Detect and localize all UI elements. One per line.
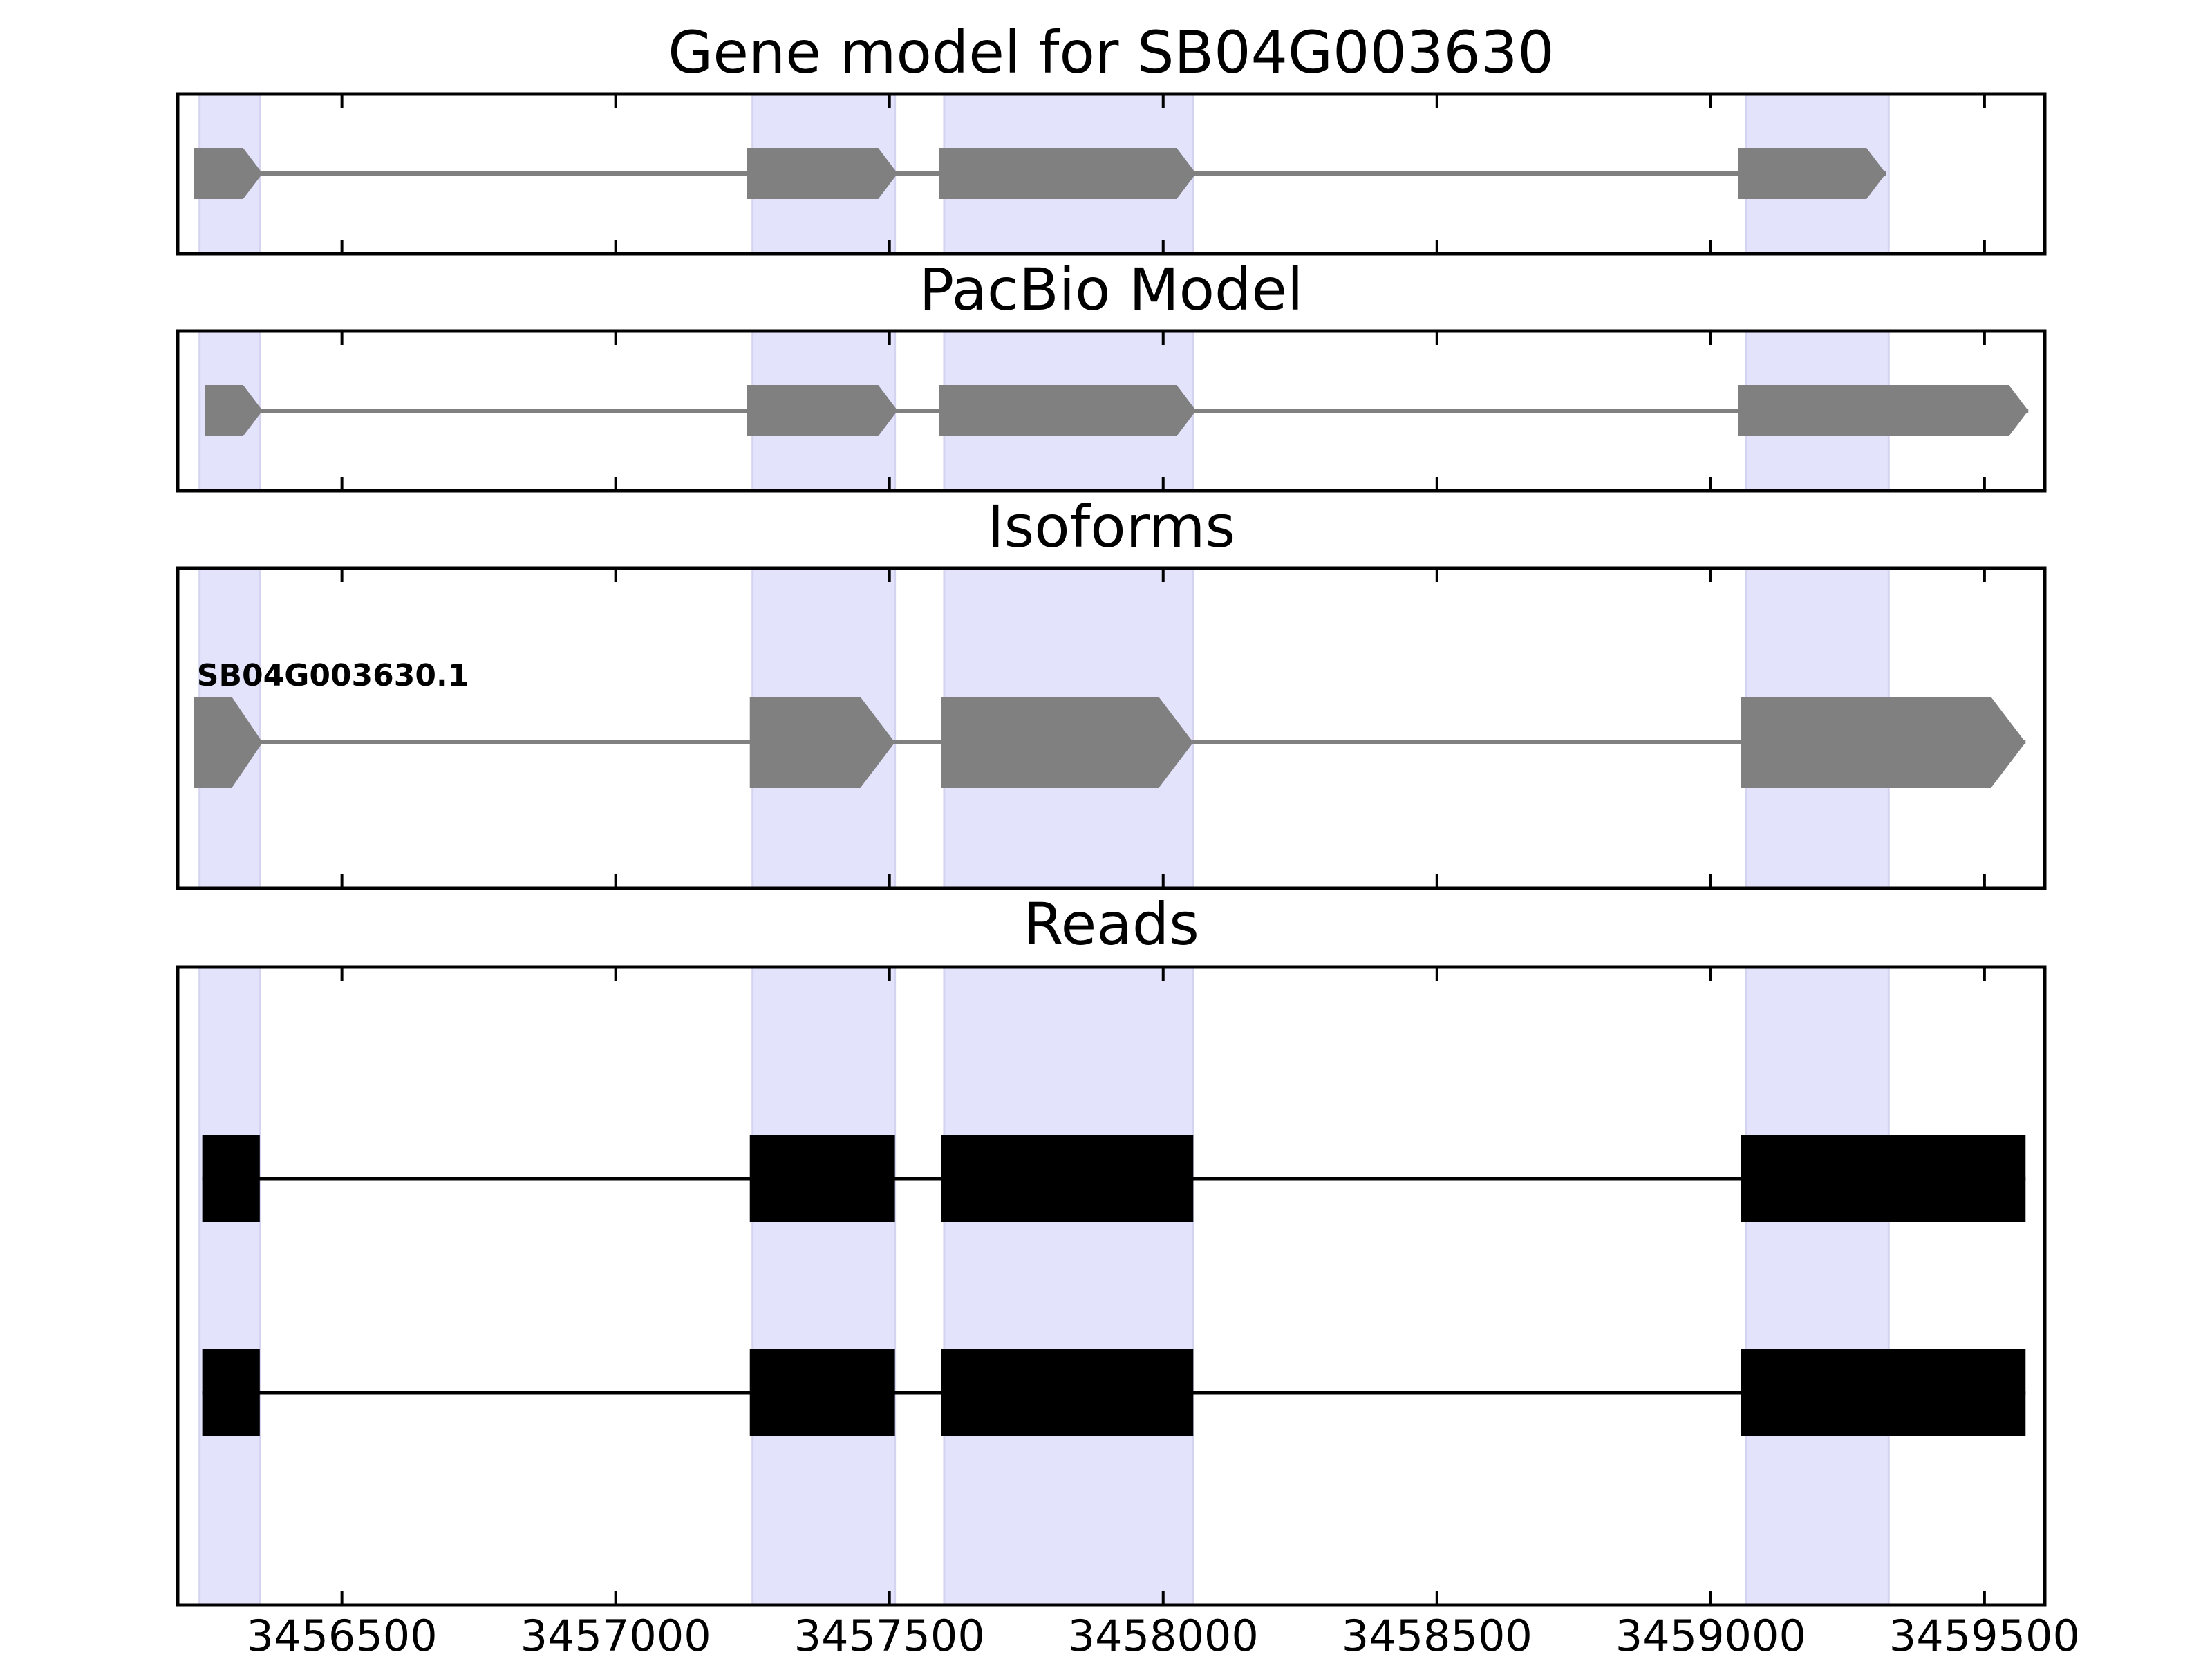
- exon-arrow: [938, 148, 1197, 199]
- exon-arrow: [205, 385, 263, 436]
- exon-arrow: [1738, 148, 1886, 199]
- highlight-region: [751, 966, 897, 1606]
- panel-2: Isoforms SB04G003630.1: [176, 493, 2047, 890]
- read-exon: [941, 1349, 1194, 1436]
- x-tick-label: 3457000: [521, 1611, 711, 1659]
- read-exon: [749, 1349, 895, 1436]
- axes-frame: [176, 92, 2047, 256]
- read-exon: [202, 1135, 260, 1222]
- exon-arrow: [1741, 697, 2026, 788]
- axes-frame: [176, 965, 2047, 1607]
- highlight-region: [198, 966, 261, 1606]
- axes-frame: [176, 566, 2047, 890]
- exon-arrow: [938, 385, 1197, 436]
- read-exon: [749, 1135, 895, 1222]
- exon-arrow: [194, 148, 263, 199]
- highlight-region: [943, 966, 1194, 1606]
- isoform-label: SB04G003630.1: [197, 658, 469, 693]
- exon-arrow: [194, 697, 263, 788]
- exon-arrow: [1738, 385, 2029, 436]
- panel-title: Gene model for SB04G003630: [668, 19, 1554, 86]
- exon-arrow: [749, 697, 895, 788]
- highlight-region: [1745, 966, 1890, 1606]
- read-exon: [1741, 1349, 2026, 1436]
- panel-title: Isoforms: [987, 493, 1236, 561]
- x-tick-label: 3459500: [1889, 1611, 2080, 1659]
- panel-title: Reads: [1023, 890, 1199, 958]
- x-tick-label: 3459000: [1615, 1611, 1806, 1659]
- axes-frame: [176, 329, 2047, 493]
- read-exon: [941, 1135, 1194, 1222]
- exon-arrow: [747, 385, 898, 436]
- read-exon: [1741, 1135, 2026, 1222]
- read-exon: [202, 1349, 260, 1436]
- x-tick-label: 3456500: [247, 1611, 438, 1659]
- panel-0: Gene model for SB04G003630: [176, 19, 2047, 256]
- x-tick-label: 3457500: [794, 1611, 985, 1659]
- x-tick-label: 3458000: [1068, 1611, 1259, 1659]
- exon-arrow: [747, 148, 898, 199]
- exon-arrow: [941, 697, 1194, 788]
- panel-title: PacBio Model: [919, 256, 1304, 324]
- panel-3: Reads: [176, 890, 2047, 1607]
- x-tick-label: 3458500: [1342, 1611, 1533, 1659]
- panel-1: PacBio Model: [176, 256, 2047, 493]
